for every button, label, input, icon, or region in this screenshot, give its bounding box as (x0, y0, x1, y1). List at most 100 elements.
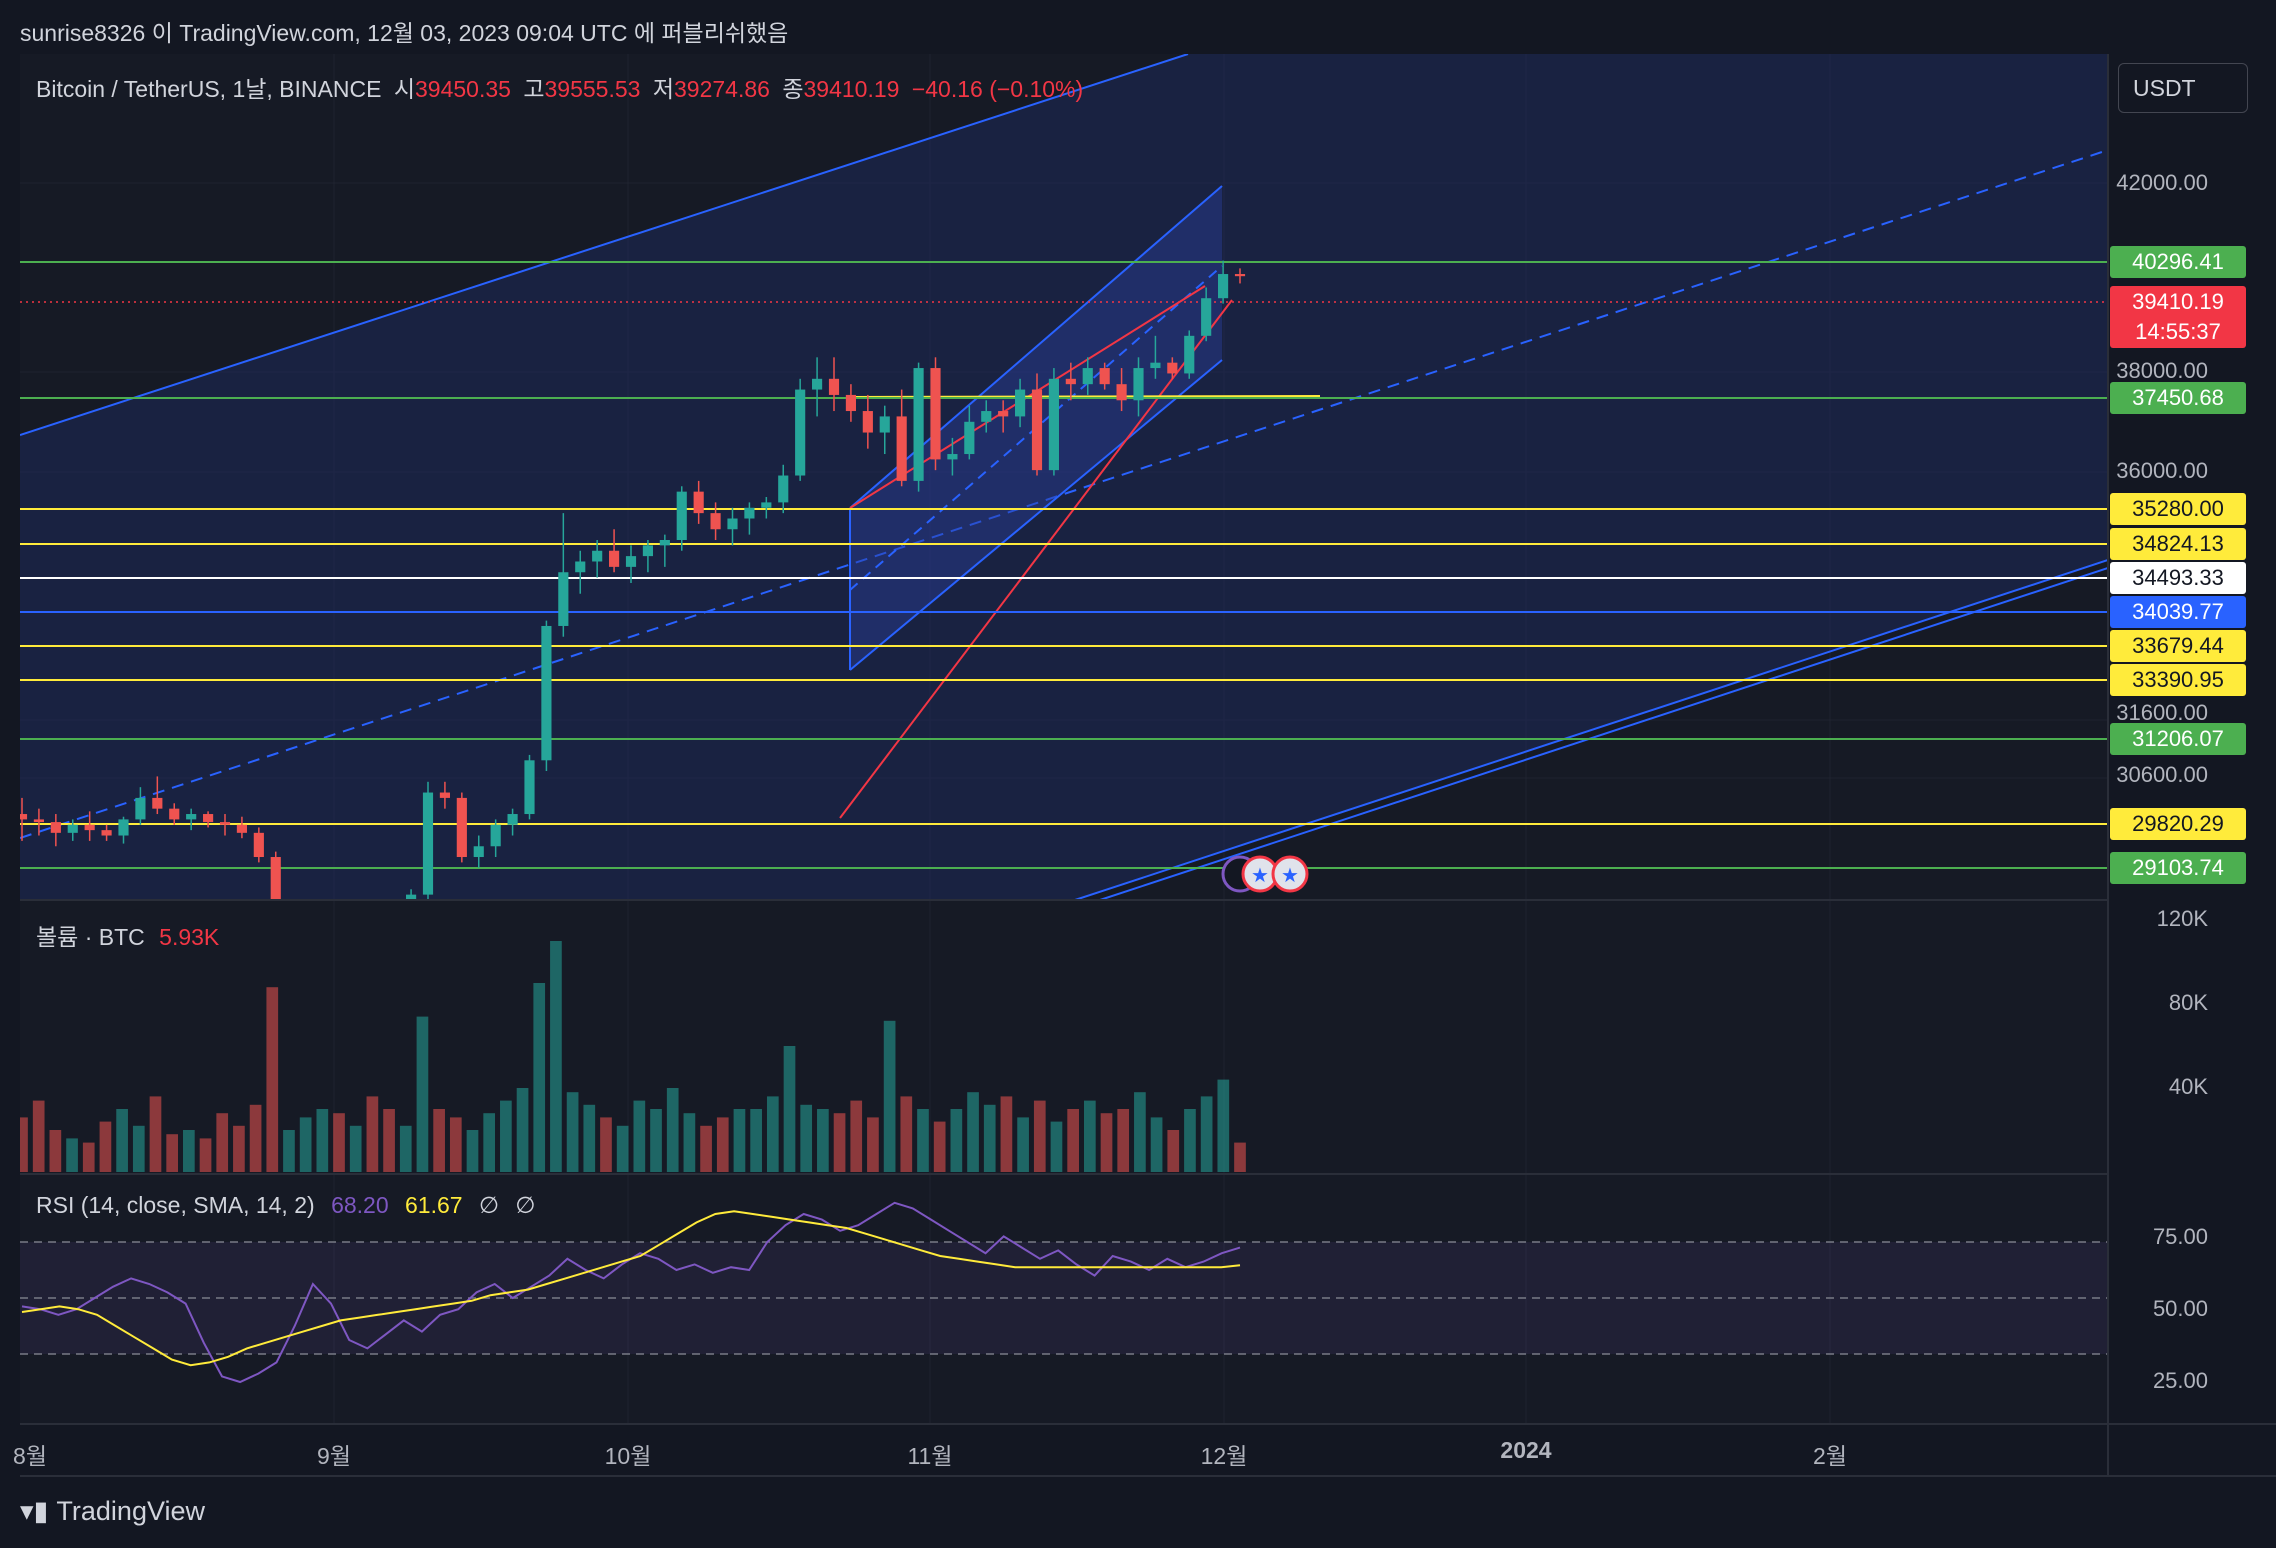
volume-bar (32, 1100, 45, 1172)
candle-body (1150, 362, 1161, 369)
volume-bar (1033, 1100, 1046, 1172)
price-tag-level[interactable]: 35280.00 (2110, 493, 2246, 525)
volume-bar (666, 1088, 679, 1172)
volume-bar (82, 1142, 95, 1172)
candle-body (1116, 384, 1127, 401)
volume-legend[interactable]: 볼륨 · BTC 5.93K (36, 918, 219, 952)
volume-bar (1150, 1117, 1163, 1172)
volume-axis-label: 80K (2168, 990, 2208, 1015)
candle-body (186, 814, 197, 820)
price-tag-level[interactable]: 29820.29 (2110, 808, 2246, 840)
volume-bar (683, 1113, 696, 1172)
candle-body (930, 368, 941, 460)
price-axis-label: 42000.00 (2116, 170, 2208, 195)
candle-body (845, 394, 856, 412)
candle-body (1167, 362, 1178, 374)
tradingview-logo[interactable]: ▾▮ TradingView (20, 1496, 205, 1527)
close-label: 종 (782, 76, 804, 102)
candle-body (524, 760, 535, 815)
volume-bar (383, 1109, 395, 1172)
candle-body (1048, 378, 1059, 471)
volume-bar (1000, 1096, 1013, 1172)
price-tag-level[interactable]: 33679.44 (2110, 630, 2246, 662)
channel-upper-line[interactable] (20, 54, 1189, 436)
candle-body (50, 822, 61, 833)
price-tag-last[interactable]: 39410.19 (2110, 286, 2246, 318)
price-tag-level[interactable]: 33390.95 (2110, 664, 2246, 696)
channel-lower-line-2[interactable] (1099, 567, 2108, 900)
symbol-ohlc-legend[interactable]: Bitcoin / TetherUS, 1날, BINANCE 시39450.3… (36, 70, 1089, 104)
volume-bar (149, 1096, 162, 1172)
volume-bar (800, 1104, 813, 1172)
rsi-axis-label: 75.00 (2152, 1224, 2208, 1249)
volume-bar (366, 1096, 379, 1172)
candle-body (219, 822, 231, 825)
volume-bar (867, 1117, 879, 1172)
time-axis-label: 2월 (1813, 1443, 1847, 1469)
candle-body (253, 832, 264, 858)
price-tag-level[interactable]: 34824.13 (2110, 528, 2246, 560)
candle-body (778, 475, 789, 503)
open-label: 시 (393, 76, 415, 102)
price-tag-level[interactable]: 40296.41 (2110, 246, 2246, 278)
candle-body (592, 550, 603, 562)
red-trend-line-1[interactable] (839, 299, 1233, 819)
volume-bar (500, 1100, 512, 1172)
volume-axis-label: 40K (2168, 1074, 2208, 1099)
volume-bar (533, 983, 546, 1172)
low-value: 39274.86 (673, 76, 770, 102)
candle-body (964, 421, 975, 455)
volume-bar (466, 1130, 479, 1172)
economic-event-icons[interactable]: ★ ★ (1221, 855, 1309, 893)
currency-button[interactable]: USDT (2118, 63, 2248, 113)
candle-body (575, 561, 586, 573)
volume-label: 볼륨 · BTC (36, 924, 145, 950)
rsi-ma-line (21, 1210, 1241, 1367)
candle-body (1218, 274, 1229, 299)
volume-bar (950, 1109, 963, 1172)
price-tag-level[interactable]: 37450.68 (2110, 382, 2246, 414)
volume-bar (516, 1088, 529, 1172)
volume-bar (583, 1104, 596, 1172)
rsi-legend[interactable]: RSI (14, close, SMA, 14, 2) 68.20 61.67 … (36, 1192, 535, 1219)
time-axis-label: 2024 (1500, 1437, 1552, 1463)
volume-bar (1083, 1100, 1096, 1172)
volume-bar (917, 1109, 929, 1172)
candle-body (1031, 389, 1043, 471)
volume-bar (783, 1046, 796, 1172)
volume-bar (1050, 1121, 1063, 1172)
volume-bar (183, 1130, 195, 1172)
channel-lower-line[interactable] (1074, 559, 2108, 900)
volume-bar (700, 1125, 712, 1172)
price-tag-level[interactable]: 34039.77 (2110, 596, 2246, 628)
candle-body (20, 814, 28, 820)
volume-bar (1200, 1096, 1213, 1172)
small-channel-bottom[interactable] (849, 359, 1223, 671)
volume-bar (750, 1109, 762, 1172)
small-channel-top[interactable] (849, 185, 1223, 509)
candle-body (761, 502, 772, 508)
candle-body (913, 368, 924, 481)
horizontal-levels[interactable] (20, 261, 2108, 869)
price-tag-level[interactable]: 31206.07 (2110, 723, 2246, 755)
rsi-label: RSI (14, close, SMA, 14, 2) (36, 1192, 315, 1218)
brand-name: TradingView (56, 1496, 206, 1526)
yellow-level-short[interactable] (849, 395, 1321, 398)
candle-body (1015, 389, 1026, 417)
time-axis-label: 10월 (604, 1443, 652, 1469)
rsi-pane[interactable] (20, 1174, 2108, 1424)
candle-body (625, 556, 637, 567)
price-axis-label: 38000.00 (2116, 358, 2208, 383)
volume-bar (299, 1117, 312, 1172)
candle-body (812, 378, 823, 390)
flag-icon-us-2[interactable] (1271, 855, 1309, 893)
high-label: 고 (523, 76, 545, 102)
channel-mid-line[interactable] (20, 149, 2108, 839)
volume-bar (1017, 1117, 1029, 1172)
candle-body (896, 416, 907, 481)
price-tag-level[interactable]: 34493.33 (2110, 562, 2246, 594)
symbol-name[interactable]: Bitcoin / TetherUS, 1날, BINANCE (36, 76, 382, 102)
volume-bar (333, 1113, 345, 1172)
price-tag-level[interactable]: 29103.74 (2110, 852, 2246, 884)
